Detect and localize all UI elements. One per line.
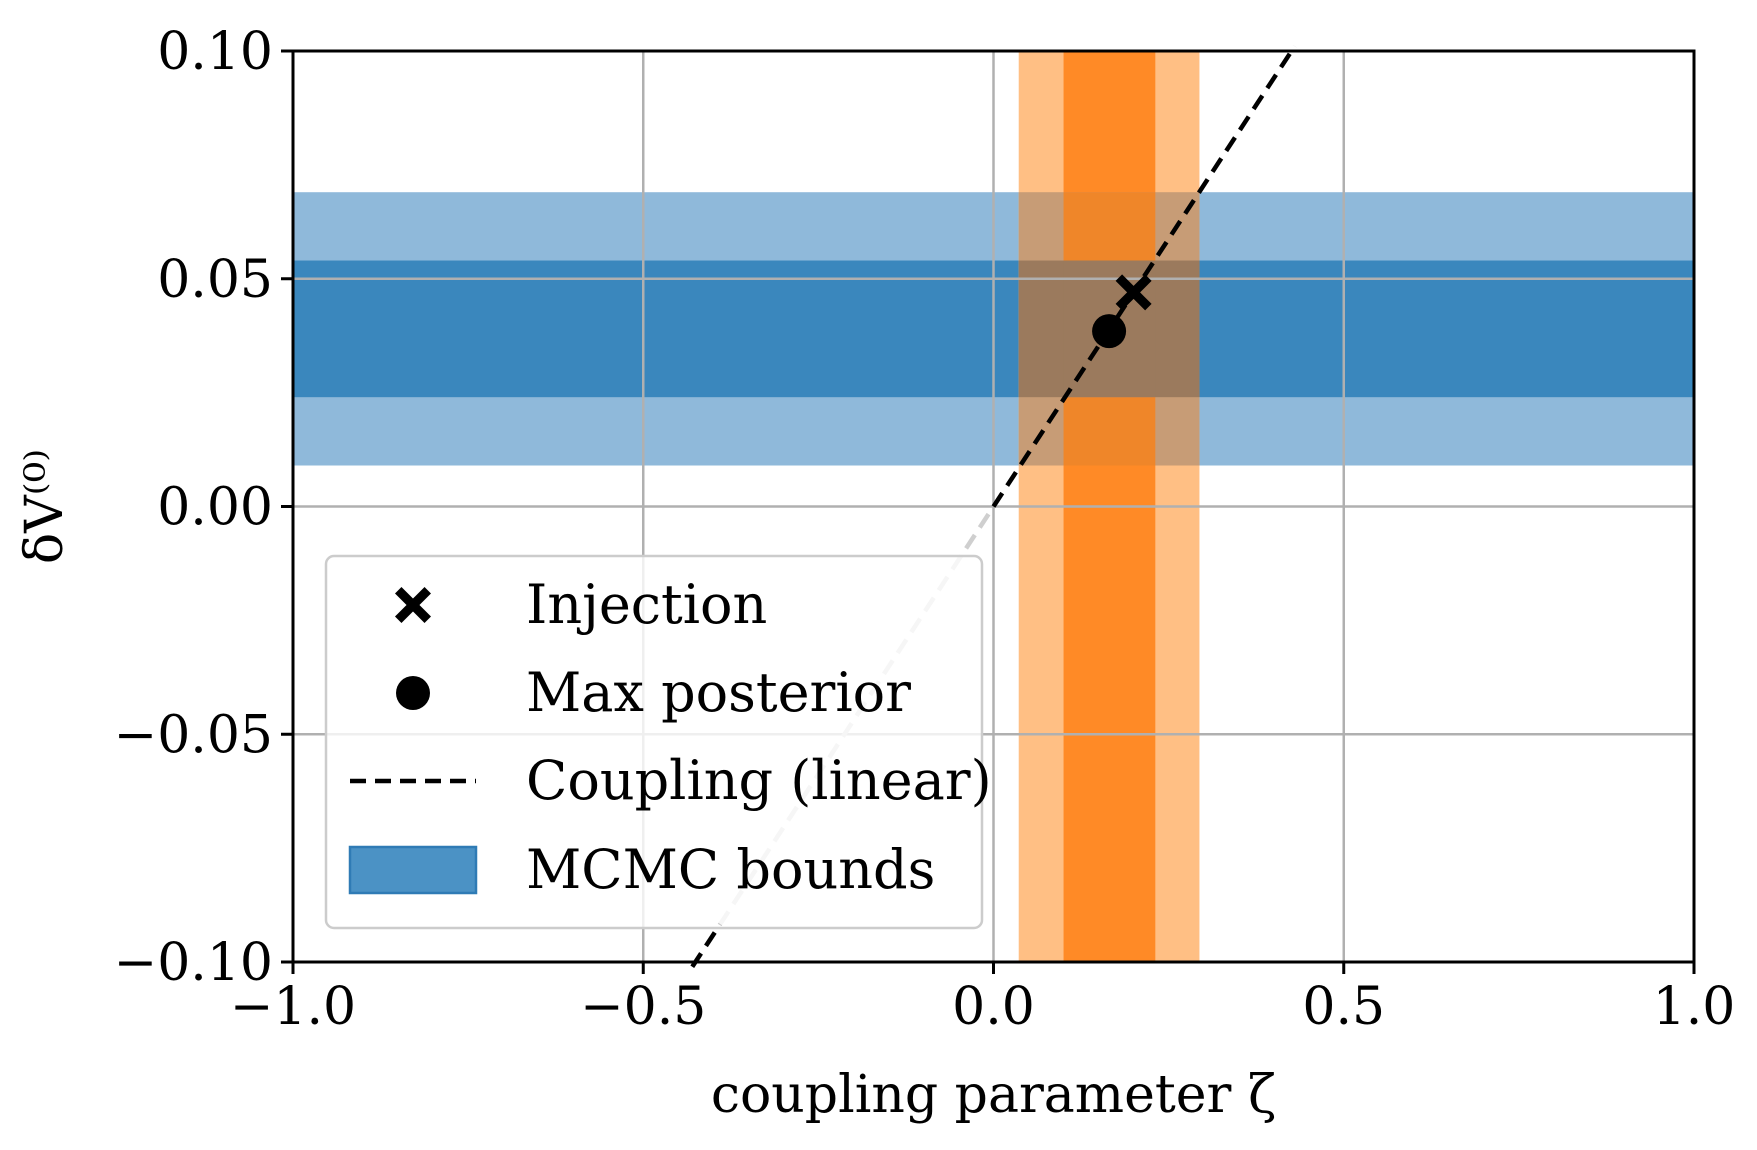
y-tick-label: −0.10 xyxy=(114,933,273,993)
band-overlap-mixed-bottom xyxy=(1063,397,1156,466)
legend-box xyxy=(324,554,984,930)
legend: Injection Max posterior Coupling (linear) M… xyxy=(324,554,992,930)
x-tick-label: 0.5 xyxy=(1302,977,1385,1037)
y-axis-label: δV⁽⁰⁾ xyxy=(15,449,75,564)
legend-label: Coupling (linear) xyxy=(526,749,992,812)
y-tick-label: 0.10 xyxy=(157,22,273,82)
axis-ticks: −1.0 −0.5 0.0 0.5 1.0 −0.10 −0.05 0.00 0.05 0.10 xyxy=(114,22,1736,1037)
markers xyxy=(1092,274,1152,349)
x-axis-label: coupling parameter ζ xyxy=(711,1065,1276,1125)
legend-injection-icon xyxy=(395,587,431,623)
x-tick-label: 0.0 xyxy=(952,977,1035,1037)
legend-label: Max posterior xyxy=(526,661,911,724)
y-tick-label: 0.05 xyxy=(157,250,273,310)
injection-marker xyxy=(1115,274,1152,311)
legend-label: MCMC bounds xyxy=(526,838,935,901)
legend-label: Injection xyxy=(526,573,767,636)
y-tick-label: −0.05 xyxy=(114,705,273,765)
x-tick-label: 1.0 xyxy=(1653,977,1736,1037)
y-tick-label: 0.00 xyxy=(157,478,273,538)
x-tick-label: −0.5 xyxy=(580,977,706,1037)
coupling-line-tail xyxy=(690,922,723,969)
x-tick-label: −1.0 xyxy=(230,977,356,1037)
legend-max-posterior-icon xyxy=(396,676,430,710)
legend-mcmc-icon xyxy=(348,845,478,895)
max-posterior-marker xyxy=(1092,314,1127,349)
band-overlap-mixed-top xyxy=(1063,192,1156,261)
